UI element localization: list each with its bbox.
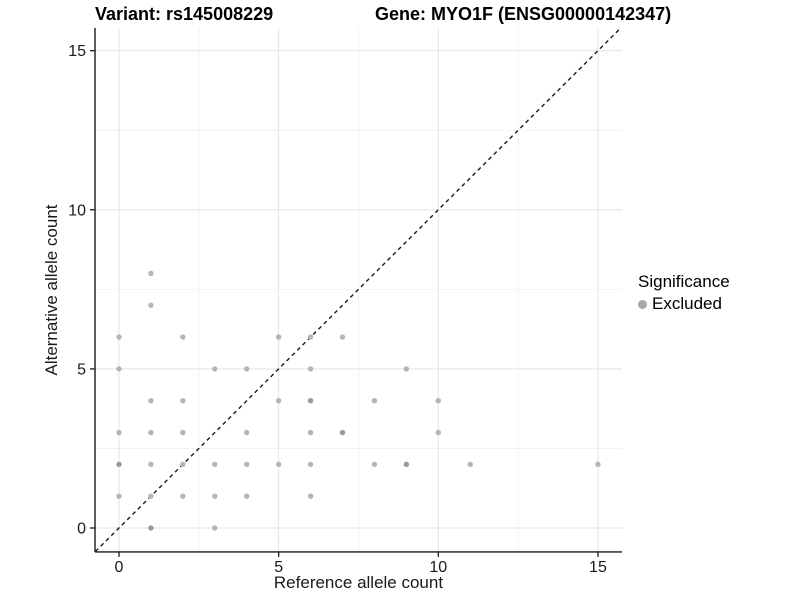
data-point: [403, 366, 410, 372]
x-axis-label: Reference allele count: [273, 573, 444, 592]
data-point: [339, 334, 346, 340]
data-point: [307, 429, 314, 436]
data-point: [212, 461, 218, 468]
data-point: [244, 493, 250, 499]
data-point: [116, 461, 122, 468]
data-point: [148, 493, 154, 499]
data-point: [275, 398, 282, 404]
y-tick-label: 10: [68, 202, 86, 219]
data-point: [435, 398, 441, 404]
legend-item-label: Excluded: [652, 294, 722, 313]
data-point: [116, 334, 122, 340]
legend-point-icon: [638, 299, 647, 309]
data-point: [595, 461, 601, 468]
plot-title-variant: Variant: rs145008229: [95, 4, 274, 24]
x-tick-label: 5: [274, 559, 283, 576]
data-point: [371, 398, 378, 404]
data-point: [275, 334, 282, 340]
y-axis-label: Alternative allele count: [42, 204, 61, 376]
data-point: [403, 461, 410, 468]
data-point: [148, 302, 154, 308]
y-tick-label: 0: [77, 521, 86, 538]
data-point: [244, 461, 250, 468]
data-point: [244, 429, 250, 436]
data-point: [307, 461, 314, 468]
data-point: [275, 461, 282, 468]
plot-title-gene: Gene: MYO1F (ENSG00000142347): [375, 4, 672, 24]
data-point: [339, 429, 346, 436]
data-point: [180, 398, 186, 404]
data-point: [148, 429, 154, 436]
data-point: [180, 493, 186, 499]
data-point: [148, 270, 154, 277]
data-point: [467, 461, 473, 468]
x-tick-label: 10: [429, 559, 447, 576]
data-point: [116, 493, 122, 499]
data-point: [307, 493, 314, 499]
data-point: [148, 398, 154, 404]
legend-title: Significance: [638, 272, 730, 291]
y-tick-label: 5: [77, 361, 86, 378]
x-tick-label: 0: [115, 559, 124, 576]
data-point: [307, 398, 314, 404]
data-point: [435, 429, 441, 436]
data-point: [371, 461, 378, 468]
data-point: [148, 525, 154, 531]
legend: Significance Excluded: [638, 272, 730, 314]
data-point: [307, 366, 314, 372]
x-tick-label: 15: [589, 559, 607, 576]
data-point: [180, 334, 186, 340]
data-point: [180, 429, 186, 436]
data-point: [180, 461, 186, 468]
data-point: [116, 366, 122, 372]
data-point: [148, 461, 154, 468]
data-point: [212, 493, 218, 499]
data-point: [307, 334, 314, 340]
y-tick-label: 15: [68, 43, 86, 60]
legend-item-excluded: Excluded: [638, 294, 730, 314]
data-point: [212, 525, 218, 531]
data-point: [212, 366, 218, 372]
data-point: [244, 366, 250, 372]
data-point: [116, 429, 122, 436]
